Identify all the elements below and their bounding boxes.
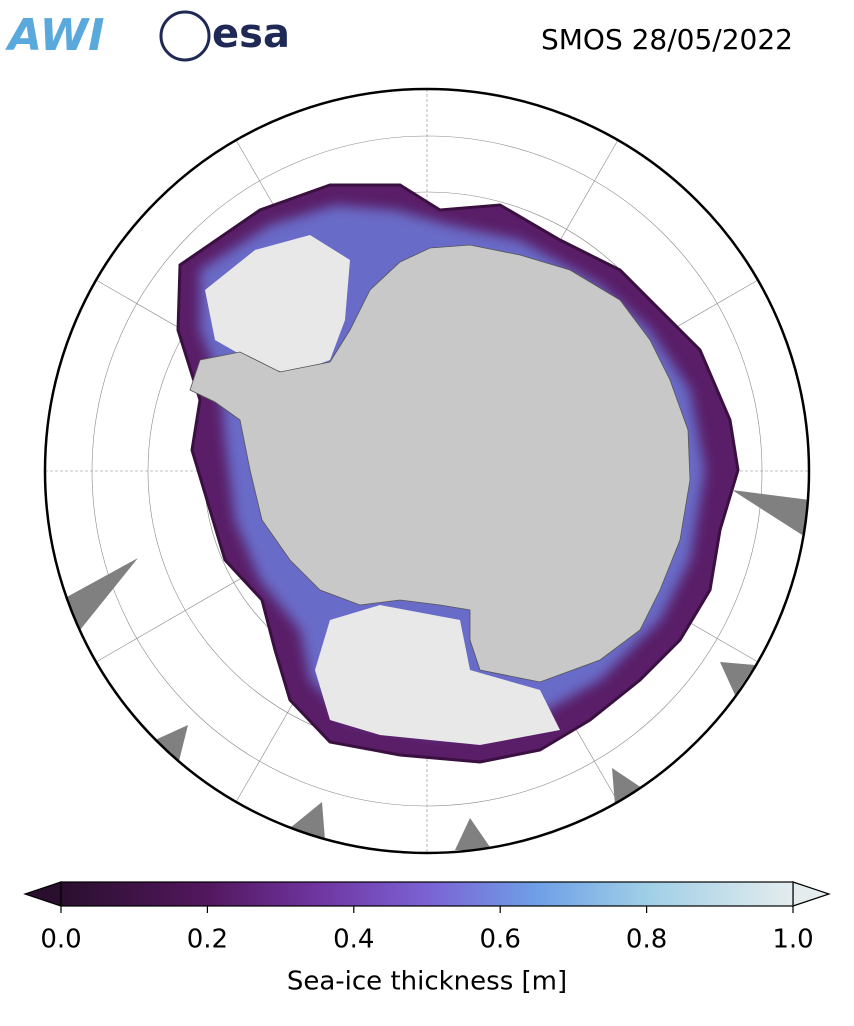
colorbar-extend-high [792,881,831,907]
esa-emblem [159,10,211,62]
antarctica [189,244,691,683]
no-data-wedges [65,490,809,850]
colorbar-tick-label: 1.0 [772,925,813,955]
colorbar: Sea-ice thickness [m] 0.0 0.2 0.4 0.6 0.8 1.0 [23,881,831,997]
logos: AWI esa [5,10,290,62]
colorbar-ramp [60,881,794,907]
colorbar-tick-label: 0.0 [40,925,81,955]
colorbar-extend-low [23,881,62,907]
colorbar-tick-label: 0.8 [626,925,667,955]
weddell-pack [205,235,350,375]
map-title: SMOS 28/05/2022 [541,23,793,56]
colorbar-tick-label: 0.4 [333,925,374,955]
ross-pack [315,605,560,745]
esa-logo: esa [212,11,290,57]
colorbar-label: Sea-ice thickness [m] [287,967,567,997]
colorbar-tick-label: 0.2 [187,925,228,955]
map [45,89,809,853]
map-frame [43,87,811,855]
awi-logo: AWI [5,10,105,61]
colorbar-tick-label: 0.6 [480,925,521,955]
